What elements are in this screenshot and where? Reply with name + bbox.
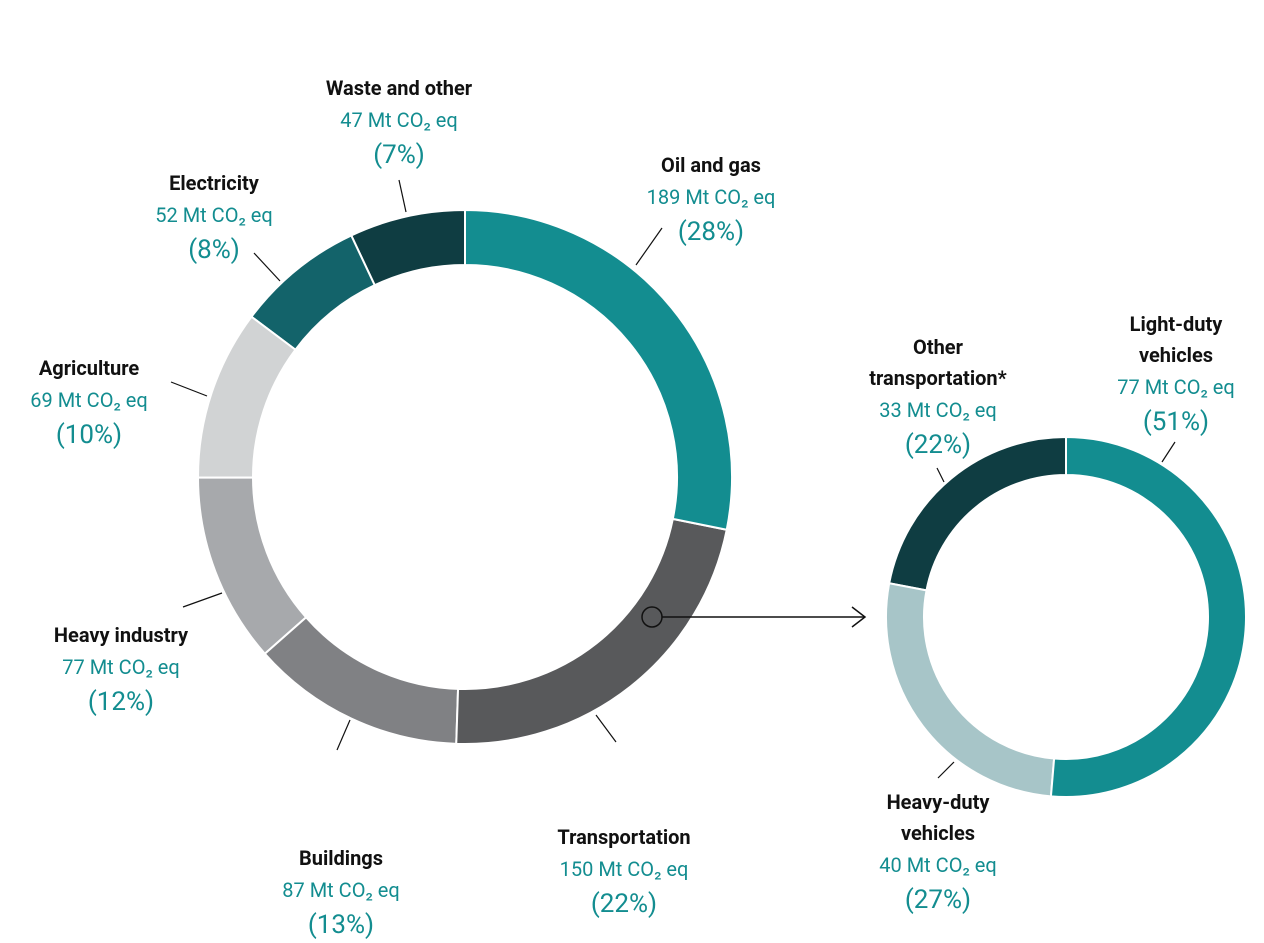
- segment-label: Transportation 150 Mt CO₂ eq (22%): [519, 822, 729, 922]
- segment-label: Light-duty vehicles 77 Mt CO₂ eq (51%): [1106, 309, 1246, 440]
- value-label: 87 Mt CO₂ eq: [282, 878, 400, 902]
- leader-line: [182, 592, 223, 608]
- segment-label: Heavy-duty vehicles 40 Mt CO₂ eq (27%): [863, 787, 1013, 918]
- segment-label: Heavy industry 77 Mt CO₂ eq (12%): [21, 620, 221, 720]
- donut-segment: [455, 517, 728, 745]
- category-name: Electricity: [169, 171, 259, 195]
- leader-line: [937, 761, 955, 779]
- category-name: Oil and gas: [661, 153, 761, 177]
- category-name: Heavy-duty vehicles: [886, 790, 990, 845]
- donut-segment: [197, 315, 297, 479]
- share-label: (13%): [307, 910, 375, 940]
- segment-label: Buildings 87 Mt CO₂ eq (13%): [261, 843, 421, 943]
- segment-label: Oil and gas 189 Mt CO₂ eq (28%): [616, 150, 806, 250]
- category-name: Buildings: [298, 846, 383, 870]
- segment-label: Electricity 52 Mt CO₂ eq (8%): [144, 168, 284, 268]
- leader-line: [595, 714, 617, 743]
- donut-segment: [263, 615, 460, 745]
- category-name: Waste and other: [325, 76, 473, 100]
- share-label: (27%): [904, 885, 972, 915]
- share-label: (28%): [677, 217, 745, 247]
- donut-segment: [464, 208, 733, 531]
- value-label: 77 Mt CO₂ eq: [62, 655, 180, 679]
- share-label: (10%): [55, 420, 123, 450]
- leader-line: [170, 381, 208, 397]
- value-label: 33 Mt CO₂ eq: [879, 398, 997, 422]
- category-name: Transportation: [557, 825, 691, 849]
- share-label: (12%): [87, 687, 155, 717]
- value-label: 52 Mt CO₂ eq: [155, 203, 273, 227]
- category-name: Other transportation*: [869, 335, 1007, 390]
- value-label: 150 Mt CO₂ eq: [559, 857, 689, 881]
- leader-line: [253, 252, 281, 282]
- segment-label: Agriculture 69 Mt CO₂ eq (10%): [4, 353, 174, 453]
- share-label: (7%): [373, 140, 425, 170]
- category-name: Heavy industry: [53, 623, 189, 647]
- donut-segment: [885, 582, 1056, 798]
- share-label: (8%): [188, 235, 240, 265]
- value-label: 40 Mt CO₂ eq: [879, 853, 997, 877]
- arrow-head: [851, 606, 867, 628]
- connector: [641, 606, 867, 628]
- value-label: 189 Mt CO₂ eq: [646, 185, 776, 209]
- leader-line: [336, 719, 351, 751]
- share-label: (22%): [904, 430, 972, 460]
- leader-line: [936, 467, 945, 483]
- donut-segment: [250, 234, 377, 352]
- value-label: 47 Mt CO₂ eq: [340, 108, 458, 132]
- value-label: 77 Mt CO₂ eq: [1117, 375, 1235, 399]
- segment-label: Waste and other 47 Mt CO₂ eq (7%): [304, 73, 494, 173]
- category-name: Agriculture: [38, 356, 140, 380]
- share-label: (51%): [1142, 407, 1210, 437]
- leader-line: [398, 179, 407, 213]
- segment-label: Other transportation* 33 Mt CO₂ eq (22%): [853, 332, 1023, 463]
- leader-line: [635, 227, 663, 266]
- donut-segment: [1049, 435, 1247, 798]
- category-name: Light-duty vehicles: [1129, 312, 1223, 367]
- value-label: 69 Mt CO₂ eq: [30, 388, 148, 412]
- share-label: (22%): [590, 889, 658, 919]
- donut-segment: [196, 476, 308, 656]
- leader-line: [1161, 441, 1176, 463]
